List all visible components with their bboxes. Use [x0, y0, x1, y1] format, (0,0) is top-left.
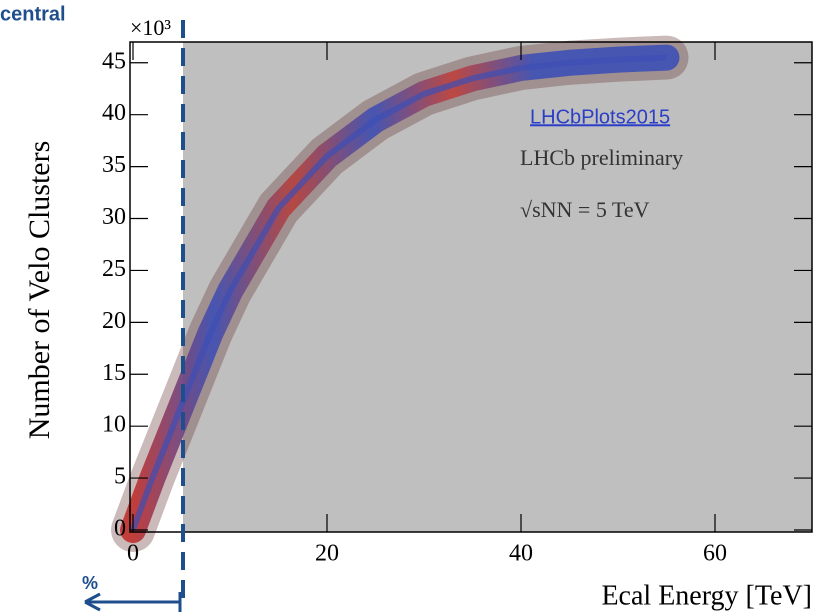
y-tick-label: 5 — [114, 464, 126, 490]
x-tick-label: 60 — [703, 541, 727, 567]
y-tick-label: 25 — [102, 256, 126, 282]
axis-exponent: ×10³ — [130, 15, 171, 40]
plot-frame — [129, 41, 813, 533]
plot-background — [183, 42, 812, 532]
y-axis-label: Number of Velo Clusters — [23, 141, 56, 440]
density-core — [130, 54, 667, 532]
y-tick-label: 0 — [114, 516, 126, 542]
y-tick-label: 30 — [102, 204, 126, 230]
y-tick-label: 10 — [102, 412, 126, 438]
y-tick-label: 20 — [102, 308, 126, 334]
x-tick-label: 40 — [509, 541, 533, 567]
corner-label: central — [0, 3, 66, 25]
x-tick-label: 20 — [315, 541, 339, 567]
y-tick-label: 40 — [102, 100, 126, 126]
bottom-label: % — [82, 573, 98, 593]
y-tick-label: 15 — [102, 360, 126, 386]
x-axis-label: Ecal Energy [TeV] — [601, 580, 812, 611]
y-tick-label: 35 — [102, 152, 126, 178]
annotation: √sNN = 5 TeV — [520, 197, 650, 222]
arrow-head — [84, 592, 101, 612]
x-tick-label: 0 — [127, 541, 139, 567]
link[interactable]: LHCbPlots2015 — [530, 106, 670, 128]
y-tick-label: 45 — [102, 48, 126, 74]
annotation: LHCb preliminary — [520, 145, 683, 170]
